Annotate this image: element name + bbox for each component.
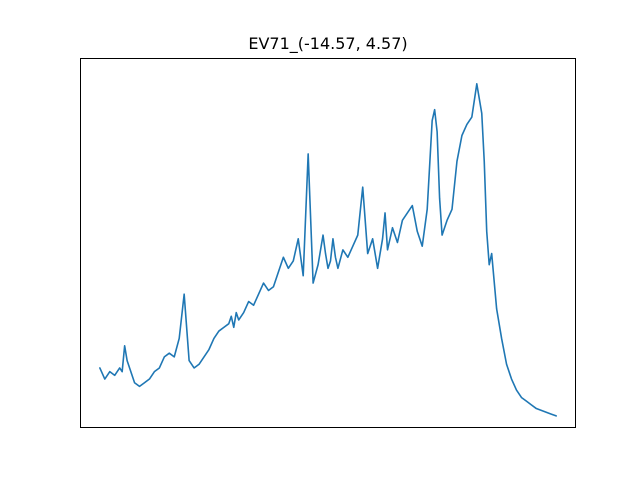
series-layer	[99, 83, 557, 417]
axes-frame	[80, 58, 576, 428]
series-line-0	[99, 83, 557, 417]
chart-title: EV71_(-14.57, 4.57)	[248, 34, 408, 53]
